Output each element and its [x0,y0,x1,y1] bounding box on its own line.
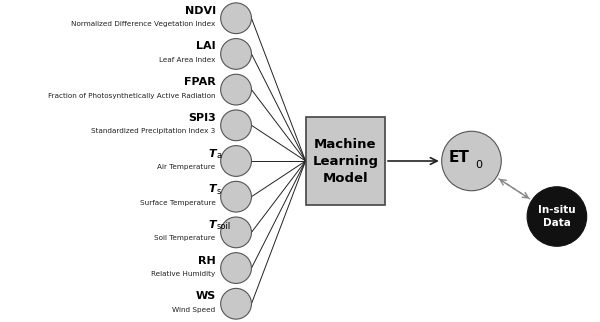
Circle shape [527,187,587,246]
Text: SPI3: SPI3 [188,113,216,123]
Text: T: T [208,184,216,194]
Circle shape [221,74,251,105]
Text: NDVI: NDVI [185,6,216,16]
Circle shape [221,217,251,248]
Text: s: s [216,187,221,196]
FancyBboxPatch shape [305,118,385,204]
Text: T: T [208,148,216,158]
Text: RH: RH [198,256,216,266]
Text: Machine
Learning
Model: Machine Learning Model [313,137,379,185]
Text: LAI: LAI [196,42,216,52]
Text: Air Temperature: Air Temperature [157,164,216,170]
Text: Surface Temperature: Surface Temperature [140,200,216,206]
Circle shape [221,110,251,141]
Circle shape [221,3,251,33]
Text: Leaf Area Index: Leaf Area Index [160,57,216,63]
Text: soil: soil [216,223,230,232]
Text: 0: 0 [475,160,482,170]
Text: ET: ET [449,149,469,165]
Text: T: T [208,220,216,230]
Text: Soil Temperature: Soil Temperature [154,235,216,241]
Text: Relative Humidity: Relative Humidity [151,271,216,277]
Circle shape [221,181,251,212]
Text: In-situ
Data: In-situ Data [538,205,576,228]
Circle shape [221,253,251,283]
Text: WS: WS [196,291,216,301]
Text: Fraction of Photosynthetically Active Radiation: Fraction of Photosynthetically Active Ra… [48,92,216,99]
Circle shape [221,146,251,176]
Text: FPAR: FPAR [184,77,216,87]
Circle shape [221,289,251,319]
Text: Wind Speed: Wind Speed [172,307,216,313]
Circle shape [442,131,501,191]
Text: Standardized Precipitation Index 3: Standardized Precipitation Index 3 [91,128,216,134]
Text: Normalized Difference Vegetation Index: Normalized Difference Vegetation Index [71,21,216,27]
Text: a: a [216,151,221,160]
Circle shape [221,39,251,69]
